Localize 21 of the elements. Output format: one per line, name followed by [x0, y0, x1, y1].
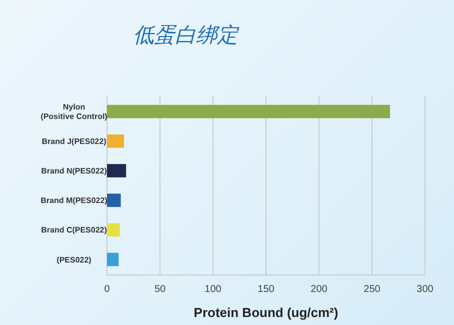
x-tick-label: 50 — [154, 284, 166, 296]
bar — [107, 223, 120, 237]
x-tick-label: 100 — [204, 284, 222, 296]
x-tick-label: 250 — [364, 284, 381, 296]
chart-title: 低蛋白绑定 — [133, 23, 240, 47]
x-tick-label: 200 — [310, 284, 328, 296]
bar — [107, 104, 390, 118]
bar — [107, 194, 121, 207]
y-tick-label: Brand J(PES022) — [42, 136, 107, 146]
y-tick-label: (PES022) — [56, 255, 92, 264]
x-tick-label: 150 — [258, 284, 275, 296]
y-tick-label: Brand N(PES022) — [41, 166, 108, 176]
x-tick-label: 300 — [416, 284, 434, 296]
bar — [107, 134, 124, 148]
bar — [107, 164, 126, 178]
x-tick-label: 0 — [104, 284, 110, 296]
y-tick-label: Brand C(PES022) — [41, 226, 108, 235]
y-tick-label: Brand M(PES022) — [40, 196, 108, 206]
bar — [107, 252, 119, 266]
x-axis-title: Protein Bound (ug/cm²) — [194, 305, 338, 320]
y-tick-label: Nylon (Positive Control) — [40, 102, 108, 122]
